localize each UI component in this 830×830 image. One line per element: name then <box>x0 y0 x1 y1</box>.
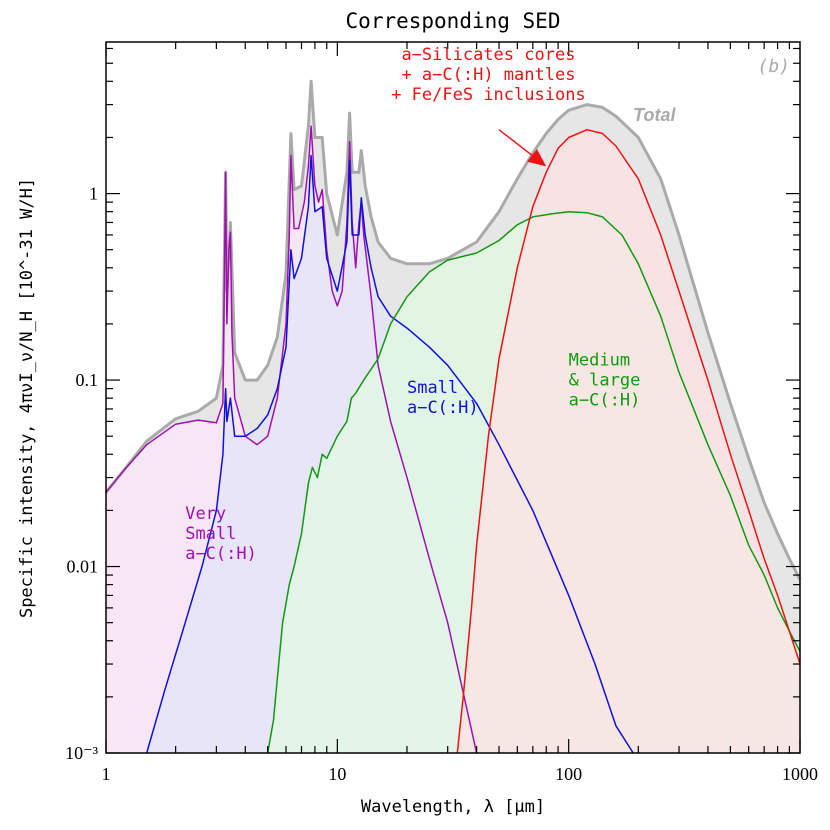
line-medium-large-a-c-h <box>266 210 801 754</box>
axis-ticks <box>105 42 801 754</box>
annotation-small-a-c-h: Small a−C(:H) <box>407 378 479 418</box>
annotation-line: Medium <box>569 350 630 370</box>
annotation-very-small-a-c-h: Very Small a−C(:H) <box>185 504 257 564</box>
fill-a-silicates-cores-a-c-h-mantles-fe-fes-inclusions <box>457 129 800 753</box>
series-fills <box>106 81 800 754</box>
annotation-line: + Fe/FeS inclusions <box>391 85 585 105</box>
plot-frame <box>105 41 801 754</box>
annotation-line: Small <box>185 524 236 544</box>
axis-tick-labels: 1 10 100 1000 10⁻³ 0.01 0.1 1 <box>65 184 818 784</box>
y-tick-label: 0.1 <box>76 370 99 390</box>
annotation-line: Total <box>633 105 676 125</box>
x-tick-label: 1 <box>102 764 111 784</box>
x-axis-label: Wavelength, λ [μm] <box>361 797 545 817</box>
panel-label: (b) <box>757 56 790 77</box>
annotation-line: Very <box>185 504 226 524</box>
annotation-medium-large-a-c-h: Medium & large a−C(:H) <box>569 350 641 410</box>
line-very-small-a-c-h <box>105 125 478 754</box>
annotation-line: & large <box>569 370 641 390</box>
arrow-head <box>527 148 547 167</box>
y-tick-label: 1 <box>89 184 98 204</box>
annotation-line: a−C(:H) <box>569 390 641 410</box>
arrow-shaft <box>498 129 533 156</box>
series-lines <box>104 79 802 754</box>
line-small-a-c-h <box>145 154 634 754</box>
x-tick-label: 1000 <box>782 764 818 784</box>
x-tick-label: 10 <box>328 764 346 784</box>
line-total <box>104 79 802 581</box>
y-tick-label: 0.01 <box>67 557 99 577</box>
x-tick-label: 100 <box>555 764 582 784</box>
annotation-line: a−C(:H) <box>185 544 257 564</box>
annotations: Very Small a−C(:H)Small a−C(:H)Medium & larg… <box>185 45 676 564</box>
chart-title: Corresponding SED <box>346 9 561 33</box>
annotation-total: Total <box>633 105 676 125</box>
y-axis-label: Specific intensity, 4πνI_ν/N_H [10^-31 W… <box>17 178 37 618</box>
line-a-silicates-cores-a-c-h-mantles-fe-fes-inclusions <box>456 128 801 754</box>
annotation-line: a−C(:H) <box>407 398 479 418</box>
annotation-line: Small <box>407 378 458 398</box>
y-tick-label: 10⁻³ <box>65 743 99 763</box>
annotation-line: + a−C(:H) mantles <box>401 65 575 85</box>
annotation-line: a−Silicates cores <box>401 45 575 65</box>
annotation-a-silicates-cores-a-c-h-mantles-fe-fes-inclusions: a−Silicates cores + a−C(:H) mantles + Fe/F… <box>391 45 585 105</box>
